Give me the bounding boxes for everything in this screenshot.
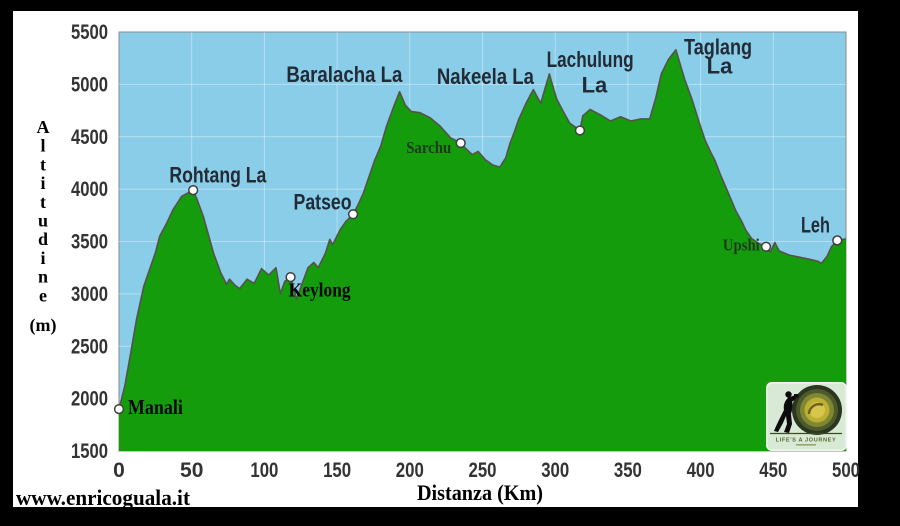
y-axis-title-letter: i	[40, 248, 45, 268]
place-label-baralacha-la: Baralacha La	[286, 62, 403, 87]
marker-keylong	[285, 271, 296, 283]
marker-sarchu	[455, 137, 466, 149]
marker-rohtang-la	[188, 185, 199, 196]
marker-leh	[832, 235, 843, 246]
place-label-leh: Leh	[801, 213, 830, 238]
camera-lens-icon	[792, 385, 842, 435]
y-axis-title-letter: l	[40, 136, 45, 156]
x-tick-label-100: 100	[250, 459, 278, 482]
place-label-nakeela-la: Nakeela La	[437, 64, 535, 89]
place-label-la: La	[582, 72, 608, 97]
place-label-lachulung: Lachulung	[547, 47, 634, 72]
marker-upshi	[760, 241, 772, 252]
place-label-la: La	[707, 53, 733, 78]
terrain-outline	[118, 48, 847, 410]
x-tick-label-400: 400	[687, 459, 715, 482]
photographer-logo: LIFE'S A JOURNEY	[766, 382, 847, 451]
watermark-text: www.enricoguala.it	[16, 485, 191, 510]
y-tick-label-4500: 4500	[71, 126, 108, 149]
place-label-rohtang-la: Rohtang La	[169, 162, 267, 187]
y-axis-title-letter: e	[39, 285, 47, 305]
marker-patseo	[347, 209, 359, 220]
marker-waypoint	[574, 125, 586, 136]
place-label-upshi: Upshi	[723, 236, 760, 255]
place-label-patseo: Patseo	[294, 190, 352, 215]
x-tick-label-450: 450	[759, 459, 787, 482]
x-tick-label-150: 150	[323, 459, 351, 482]
y-tick-label-3500: 3500	[71, 231, 108, 254]
place-label-sarchu: Sarchu	[406, 138, 451, 157]
y-axis-title-letter: i	[40, 173, 45, 193]
y-axis-title-letter: n	[38, 267, 48, 287]
x-axis-title: Distanza (Km)	[417, 480, 543, 505]
x-tick-label-250: 250	[469, 459, 497, 482]
x-tick-label-300: 300	[541, 459, 569, 482]
place-label-taglang: Taglang	[684, 35, 752, 60]
y-axis-title-letter: A	[37, 117, 50, 137]
y-tick-label-4000: 4000	[71, 178, 108, 201]
logo-subtext-mark	[796, 444, 816, 446]
logo-graphic: LIFE'S A JOURNEY	[766, 382, 847, 451]
y-tick-label-1500: 1500	[71, 440, 108, 463]
x-tick-label-0: 0	[113, 459, 125, 482]
y-tick-label-3000: 3000	[71, 283, 108, 306]
x-tick-label-50: 50	[180, 459, 203, 482]
y-axis-title-letter: t	[40, 192, 46, 212]
y-tick-label-2500: 2500	[71, 335, 108, 358]
photographer-icon	[774, 391, 799, 433]
marker-manali	[113, 403, 125, 415]
y-tick-label-2000: 2000	[71, 388, 108, 411]
logo-caption: LIFE'S A JOURNEY	[776, 438, 837, 444]
y-axis-unit: (m)	[30, 315, 57, 336]
y-axis-title-letter: d	[38, 229, 48, 249]
y-tick-label-5000: 5000	[71, 73, 108, 96]
place-label-manali: Manali	[128, 395, 183, 419]
y-tick-label-5500: 5500	[71, 21, 108, 44]
x-tick-label-200: 200	[396, 459, 424, 482]
y-axis-title-letter: t	[40, 154, 46, 174]
x-tick-label-350: 350	[614, 459, 642, 482]
y-axis-title-letter: u	[38, 211, 48, 231]
terrain-area	[119, 49, 846, 452]
place-label-keylong: Keylong	[289, 279, 351, 301]
x-tick-label-500: 500	[832, 459, 860, 482]
